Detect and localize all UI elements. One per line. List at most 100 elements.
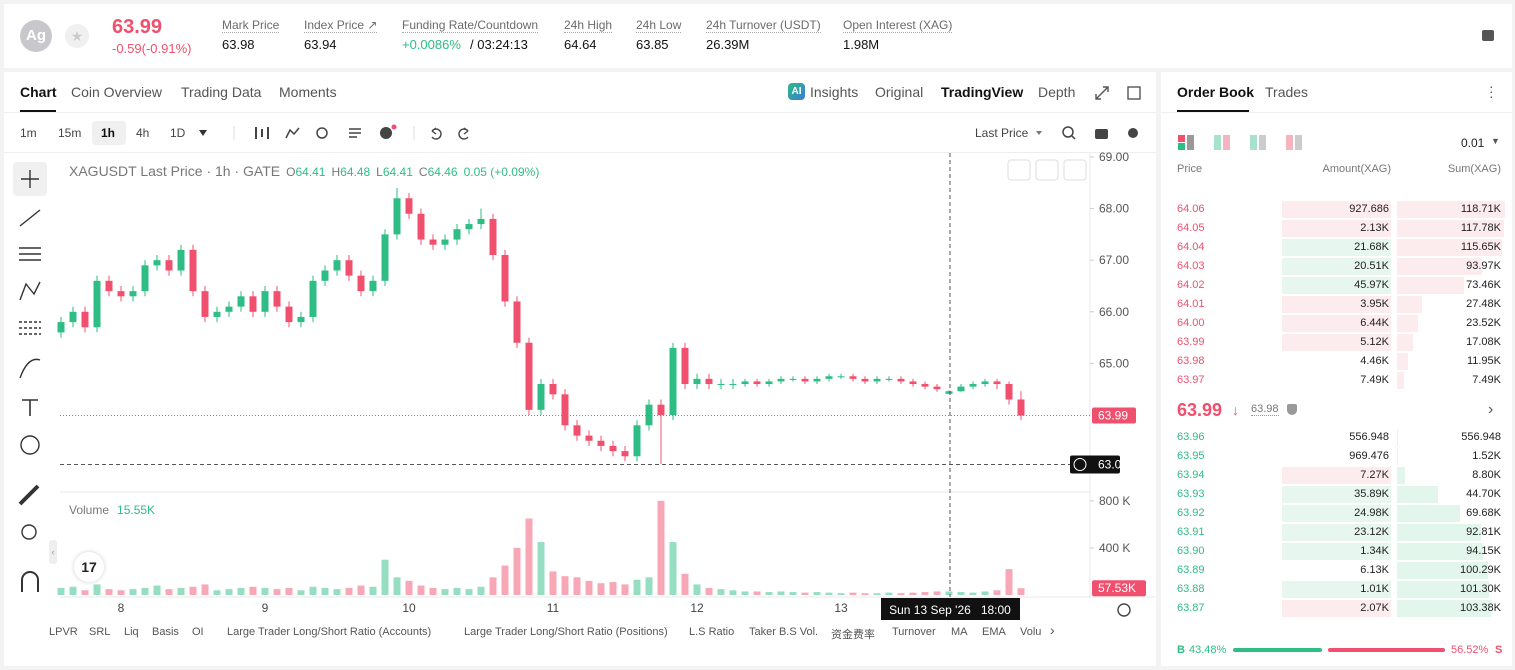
scroll-arrow[interactable]: ›	[1050, 622, 1055, 638]
indicator-item[interactable]: EMA	[982, 626, 1006, 638]
volume-bar	[849, 592, 857, 595]
brush-tool[interactable]	[19, 358, 41, 379]
crosshair-tool[interactable]	[21, 170, 39, 188]
favorite-star[interactable]: ★	[65, 24, 89, 48]
ruler-tool[interactable]	[18, 484, 40, 506]
price[interactable]: 63.97	[1177, 374, 1205, 386]
price[interactable]: 63.99	[1177, 336, 1205, 348]
timeframe[interactable]: 15m	[58, 126, 82, 140]
price[interactable]: 64.05	[1177, 222, 1205, 234]
indicator-item[interactable]: Large Trader Long/Short Ratio (Accounts)	[227, 626, 432, 638]
indicator-item[interactable]: Turnover	[892, 626, 936, 638]
indicator-item[interactable]: Taker B.S Vol.	[749, 626, 819, 638]
view-icon[interactable]	[1178, 135, 1185, 142]
chart-tab[interactable]: Moments	[279, 84, 337, 100]
view-tab[interactable]: Original	[875, 84, 924, 100]
indicator-item[interactable]: 资金费率	[831, 629, 875, 641]
view-icon[interactable]	[1187, 135, 1194, 150]
price[interactable]: 63.95	[1177, 450, 1205, 462]
price[interactable]: 63.87	[1177, 602, 1205, 614]
price-source[interactable]: Last Price	[975, 126, 1029, 140]
indicator-item[interactable]: SRL	[89, 626, 111, 638]
chevron[interactable]: ›	[1488, 401, 1494, 418]
indicator-item[interactable]: Basis	[152, 626, 179, 638]
notes-icon[interactable]	[1482, 30, 1494, 41]
timeframe[interactable]: 4h	[136, 126, 150, 140]
indicator-item[interactable]: Volu	[1020, 626, 1042, 638]
price[interactable]: 64.02	[1177, 279, 1205, 291]
view-icon[interactable]	[1250, 135, 1257, 150]
volume-bar	[165, 589, 173, 595]
line-tool[interactable]	[19, 209, 41, 227]
view-icon[interactable]	[1295, 135, 1302, 150]
dropdown[interactable]	[1036, 131, 1042, 135]
candle-icon[interactable]	[255, 127, 269, 139]
indicator-item[interactable]: OI	[192, 626, 204, 638]
indicator-item[interactable]: LPVR	[49, 626, 78, 638]
indicator-item[interactable]: Liq	[124, 626, 139, 638]
settings-icon[interactable]	[1128, 128, 1138, 138]
legend-button[interactable]	[1007, 159, 1031, 181]
zoom-tool[interactable]	[21, 524, 37, 540]
template-icon[interactable]	[349, 128, 361, 138]
price[interactable]: 63.92	[1177, 507, 1205, 519]
timeframe[interactable]: 1m	[20, 126, 37, 140]
price[interactable]: 63.98	[1177, 355, 1205, 367]
price[interactable]: 63.91	[1177, 526, 1205, 538]
view-icon[interactable]	[1259, 135, 1266, 150]
price[interactable]: 63.90	[1177, 545, 1205, 557]
volume-bar	[81, 590, 89, 595]
price[interactable]: 64.04	[1177, 241, 1205, 253]
indicator-icon[interactable]	[285, 127, 300, 139]
add-icon[interactable]	[380, 127, 392, 139]
fib-tool[interactable]	[19, 321, 41, 335]
window-icon[interactable]	[1127, 86, 1141, 100]
price[interactable]: 64.01	[1177, 298, 1205, 310]
view-tab[interactable]: Insights	[810, 84, 859, 100]
precision[interactable]: 0.01	[1461, 136, 1485, 150]
pattern-tool[interactable]	[19, 281, 41, 301]
replay-icon[interactable]	[316, 127, 328, 139]
legend-button[interactable]	[1035, 159, 1059, 181]
view-icon[interactable]	[1178, 143, 1185, 150]
view-tab[interactable]: TradingView	[941, 84, 1024, 100]
indicator-item[interactable]: L.S Ratio	[689, 626, 735, 638]
indicator-item[interactable]: Large Trader Long/Short Ratio (Positions…	[464, 626, 668, 638]
indicator-item[interactable]: MA	[951, 626, 968, 638]
camera-icon[interactable]	[1095, 129, 1108, 139]
search-icon[interactable]	[1062, 126, 1074, 138]
fullscreen-icon[interactable]	[1095, 86, 1109, 100]
legend-button[interactable]	[1063, 159, 1087, 181]
price[interactable]: 64.00	[1177, 317, 1205, 329]
price[interactable]: 63.93	[1177, 488, 1205, 500]
price[interactable]: 63.88	[1177, 583, 1205, 595]
text-tool[interactable]	[22, 399, 38, 416]
undo-icon[interactable]	[431, 127, 442, 140]
timeframe[interactable]: 1h	[101, 126, 116, 140]
chart-tab[interactable]: Trading Data	[181, 84, 262, 100]
collapse-toggle[interactable]: ‹	[49, 540, 57, 564]
price[interactable]: 64.03	[1177, 260, 1205, 272]
chart-tab[interactable]: Chart	[20, 84, 57, 100]
dropdown[interactable]: ▼	[1491, 136, 1500, 146]
view-icon[interactable]	[1223, 135, 1230, 150]
emoji-tool[interactable]	[20, 435, 40, 455]
channel-tool[interactable]	[19, 247, 41, 261]
more-icon[interactable]: · · ·	[1489, 78, 1494, 104]
price[interactable]: 63.89	[1177, 564, 1205, 576]
price[interactable]: 63.94	[1177, 469, 1205, 481]
dropdown[interactable]	[199, 130, 207, 136]
book-tab[interactable]: Order Book	[1177, 84, 1255, 100]
timeframe[interactable]: 1D	[170, 126, 186, 140]
view-tab[interactable]: Depth	[1038, 84, 1076, 100]
magnet-tool[interactable]	[21, 571, 39, 592]
book-tab[interactable]: Trades	[1265, 84, 1309, 100]
candle-body	[897, 378, 905, 382]
redo-icon[interactable]	[458, 127, 469, 140]
view-icon[interactable]	[1214, 135, 1221, 150]
chart-tab[interactable]: Coin Overview	[71, 84, 163, 100]
price[interactable]: 64.06	[1177, 203, 1205, 215]
volume-tag	[1092, 580, 1146, 597]
view-icon[interactable]	[1286, 135, 1293, 150]
price[interactable]: 63.96	[1177, 431, 1205, 443]
